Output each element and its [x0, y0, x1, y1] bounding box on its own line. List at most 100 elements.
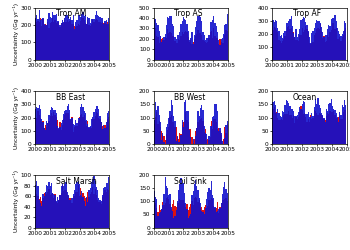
Bar	[220, 203, 222, 228]
Bar	[63, 186, 64, 228]
Bar	[283, 33, 285, 60]
Bar	[183, 17, 184, 60]
Bar	[327, 113, 328, 144]
Bar	[160, 126, 161, 144]
Bar	[212, 195, 213, 228]
Bar	[275, 113, 276, 144]
Bar	[343, 35, 344, 60]
Bar	[226, 200, 228, 228]
Bar	[220, 203, 222, 228]
Bar	[222, 142, 223, 144]
Bar	[52, 193, 53, 228]
Bar	[91, 24, 92, 60]
Bar	[69, 200, 70, 228]
Bar	[213, 28, 215, 60]
Bar	[50, 16, 51, 60]
Bar	[37, 196, 38, 228]
Bar	[156, 208, 157, 228]
Bar	[105, 24, 107, 60]
Bar	[86, 198, 87, 228]
Bar	[90, 26, 91, 60]
Bar	[101, 122, 102, 144]
Bar	[201, 104, 202, 144]
Bar	[94, 14, 96, 60]
Bar	[199, 116, 200, 144]
Bar	[211, 198, 212, 228]
Bar	[84, 115, 85, 144]
Bar	[292, 26, 293, 60]
Bar	[40, 203, 41, 228]
Bar	[337, 118, 338, 144]
Bar	[177, 136, 178, 144]
Bar	[174, 122, 176, 144]
Bar	[53, 194, 55, 228]
Bar	[323, 37, 324, 60]
Bar	[213, 198, 215, 228]
Bar	[43, 128, 45, 144]
Bar	[179, 133, 180, 144]
Bar	[219, 131, 220, 144]
Bar	[191, 44, 193, 60]
Bar	[222, 38, 223, 60]
Bar	[317, 115, 318, 144]
Bar	[180, 178, 182, 228]
Bar	[163, 37, 164, 60]
Bar	[87, 192, 89, 228]
Bar	[107, 119, 108, 144]
Bar	[65, 22, 66, 60]
Bar	[92, 19, 93, 60]
Bar	[195, 131, 196, 144]
Bar	[43, 24, 45, 60]
Bar	[56, 200, 57, 228]
Bar	[160, 122, 161, 144]
Bar	[162, 134, 163, 144]
Bar	[70, 20, 71, 60]
Bar	[48, 28, 50, 60]
Bar	[96, 20, 97, 60]
Bar	[185, 112, 187, 144]
Bar	[326, 41, 327, 60]
Bar	[64, 114, 65, 144]
Bar	[336, 20, 337, 60]
Bar	[294, 36, 295, 60]
Bar	[46, 194, 47, 228]
Bar	[163, 136, 164, 144]
Bar	[105, 127, 107, 144]
Bar	[293, 111, 294, 144]
Bar	[162, 40, 163, 60]
Bar	[310, 116, 311, 144]
Bar	[183, 34, 184, 60]
Bar	[79, 15, 80, 60]
Bar	[219, 40, 220, 60]
Bar	[309, 117, 310, 144]
Bar	[76, 20, 78, 60]
Bar	[218, 213, 219, 228]
Bar	[321, 31, 322, 60]
Bar	[38, 104, 40, 144]
Bar	[156, 200, 157, 228]
Bar	[342, 34, 343, 60]
Bar	[65, 113, 66, 144]
Bar	[157, 38, 159, 60]
Bar	[176, 128, 177, 144]
Bar	[174, 41, 176, 60]
Bar	[172, 204, 173, 228]
Bar	[320, 114, 321, 144]
Bar	[308, 112, 309, 144]
Bar	[187, 32, 188, 60]
Bar	[74, 28, 75, 60]
Bar	[321, 26, 322, 60]
Bar	[190, 38, 191, 60]
Bar	[171, 33, 172, 60]
Bar	[293, 32, 294, 60]
Bar	[91, 19, 92, 60]
Bar	[96, 195, 97, 228]
Bar	[47, 186, 48, 228]
Bar	[180, 36, 182, 60]
Bar	[81, 14, 82, 60]
Bar	[65, 182, 66, 228]
Bar	[333, 23, 334, 60]
Bar	[85, 198, 86, 228]
Bar	[206, 199, 207, 228]
Bar	[37, 21, 38, 60]
